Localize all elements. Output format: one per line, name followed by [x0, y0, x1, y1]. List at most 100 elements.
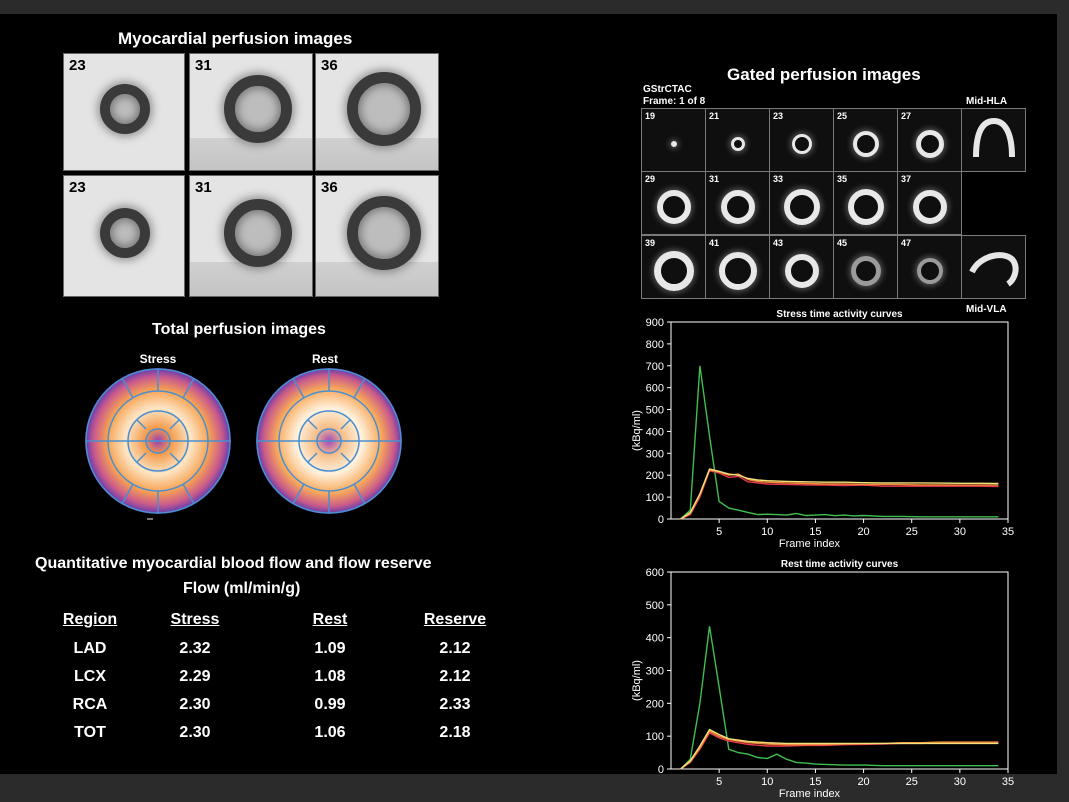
myocardial-ring — [100, 208, 150, 258]
gated-slice: 25 — [833, 108, 898, 172]
mid-hla-slice — [961, 108, 1026, 172]
y-tick-label: 800 — [646, 339, 664, 351]
gated-slice-number: 25 — [837, 111, 848, 121]
series-line-orange — [680, 730, 999, 770]
gated-slice-number: 35 — [837, 174, 848, 184]
y-tick-label: 200 — [646, 470, 664, 482]
rest-cell: 1.08 — [314, 668, 346, 685]
gated-slice-number: 45 — [837, 238, 848, 248]
stress-cell: 2.29 — [179, 668, 211, 685]
x-tick-label: 5 — [716, 776, 722, 788]
perfusion-slice: 36 — [315, 175, 439, 297]
perfusion-slice: 36 — [315, 53, 439, 171]
y-axis-label: (kBq/ml) — [631, 660, 643, 701]
stress-time-activity-chart: Stress time activity curves 0 100 200 300 400… — [631, 309, 1014, 550]
gated-slice-number: 41 — [709, 238, 720, 248]
gated-ring — [851, 255, 881, 286]
gated-slice: 45 — [833, 235, 898, 299]
gated-ring — [671, 140, 677, 147]
gated-ring — [848, 188, 884, 225]
y-tick-label: 400 — [646, 426, 664, 438]
gated-slice-number: 37 — [901, 174, 912, 184]
y-tick-label: 100 — [646, 731, 664, 743]
x-tick-label: 30 — [954, 526, 966, 538]
perfusion-slice: 31 — [189, 175, 313, 297]
myocardial-title: Myocardial perfusion images — [118, 29, 353, 48]
x-tick-label: 15 — [809, 776, 821, 788]
slice-number: 23 — [69, 57, 86, 74]
slice-number: 36 — [321, 57, 338, 74]
slice-number: 23 — [69, 179, 86, 196]
region-cell: LCX — [74, 668, 106, 685]
gated-slice-number: 47 — [901, 238, 912, 248]
gated-slice: 37 — [897, 171, 962, 235]
gated-slice: 47 — [897, 235, 962, 299]
gated-slice: 33 — [769, 171, 834, 235]
gated-series-label: GStrCTAC — [643, 84, 692, 95]
gated-ring — [719, 251, 757, 290]
x-tick-label: 20 — [857, 776, 869, 788]
reserve-cell: 2.18 — [439, 724, 471, 741]
gated-slice: 35 — [833, 171, 898, 235]
table-row: RCA 2.30 0.99 2.33 — [55, 691, 515, 719]
header-region: Region — [62, 611, 118, 628]
gated-ring — [784, 188, 820, 225]
gated-title: Gated perfusion images — [727, 65, 921, 84]
series-line-green — [680, 365, 999, 520]
rest-polar-map — [256, 368, 402, 514]
region-cell: TOT — [74, 724, 106, 741]
y-tick-label: 500 — [646, 405, 664, 417]
y-tick-label: 900 — [646, 317, 664, 329]
table-row: TOT 2.30 1.06 2.18 — [55, 719, 515, 747]
gated-slice-number: 43 — [773, 238, 784, 248]
series-line-yellow — [680, 728, 999, 770]
gated-ring — [657, 189, 691, 224]
x-axis-label: Frame index — [779, 788, 841, 800]
perfusion-slice: 23 — [63, 53, 185, 171]
y-axis-label: (kBq/ml) — [631, 410, 643, 451]
quant-subtitle: Flow (ml/min/g) — [183, 580, 301, 597]
gated-ring — [916, 129, 944, 158]
x-tick-label: 10 — [761, 526, 773, 538]
chart-title: Rest time activity curves — [781, 559, 899, 570]
y-tick-label: 500 — [646, 600, 664, 612]
x-tick-label: 25 — [906, 526, 918, 538]
rest-polar-label: Rest — [311, 352, 338, 366]
reserve-cell: 2.33 — [439, 696, 471, 713]
gated-slice: 19 — [641, 108, 706, 172]
region-cell: LAD — [73, 640, 107, 657]
plot-area — [670, 571, 1009, 770]
y-tick-label: 300 — [646, 666, 664, 678]
gated-slice-number: 39 — [645, 238, 656, 248]
header-rest: Rest — [312, 611, 348, 628]
myocardial-ring — [100, 84, 150, 134]
mid-vla-label: Mid-VLA — [966, 304, 1007, 315]
gated-ring — [792, 133, 812, 154]
gated-slice: 43 — [769, 235, 834, 299]
x-tick-label: 15 — [809, 526, 821, 538]
myocardial-ring — [224, 75, 292, 143]
flow-table: Region Stress Rest Reserve LAD 2.32 1.09… — [55, 605, 515, 747]
background-tissue — [190, 262, 312, 296]
gated-ring — [785, 253, 819, 288]
gated-ring — [853, 130, 879, 157]
y-tick-label: 200 — [646, 698, 664, 710]
gated-frame-label: Frame: 1 of 8 — [643, 96, 706, 107]
x-tick-label: 25 — [906, 776, 918, 788]
gated-ring — [913, 189, 947, 224]
series-line-yellow — [680, 468, 999, 520]
myocardial-ring — [347, 72, 421, 146]
chart-title: Stress time activity curves — [776, 309, 903, 320]
myocardial-ring — [347, 196, 421, 270]
total-perfusion-title: Total perfusion images — [152, 321, 326, 338]
header-stress: Stress — [170, 611, 220, 628]
rest-cell: 1.06 — [314, 724, 346, 741]
gated-ring — [731, 136, 745, 151]
gated-slice: 41 — [705, 235, 770, 299]
background-tissue — [190, 137, 312, 170]
y-tick-label: 300 — [646, 448, 664, 460]
table-row: LCX 2.29 1.08 2.12 — [55, 663, 515, 691]
gated-slice-number: 21 — [709, 111, 720, 121]
perfusion-slice: 31 — [189, 53, 313, 171]
x-tick-label: 35 — [1002, 526, 1014, 538]
